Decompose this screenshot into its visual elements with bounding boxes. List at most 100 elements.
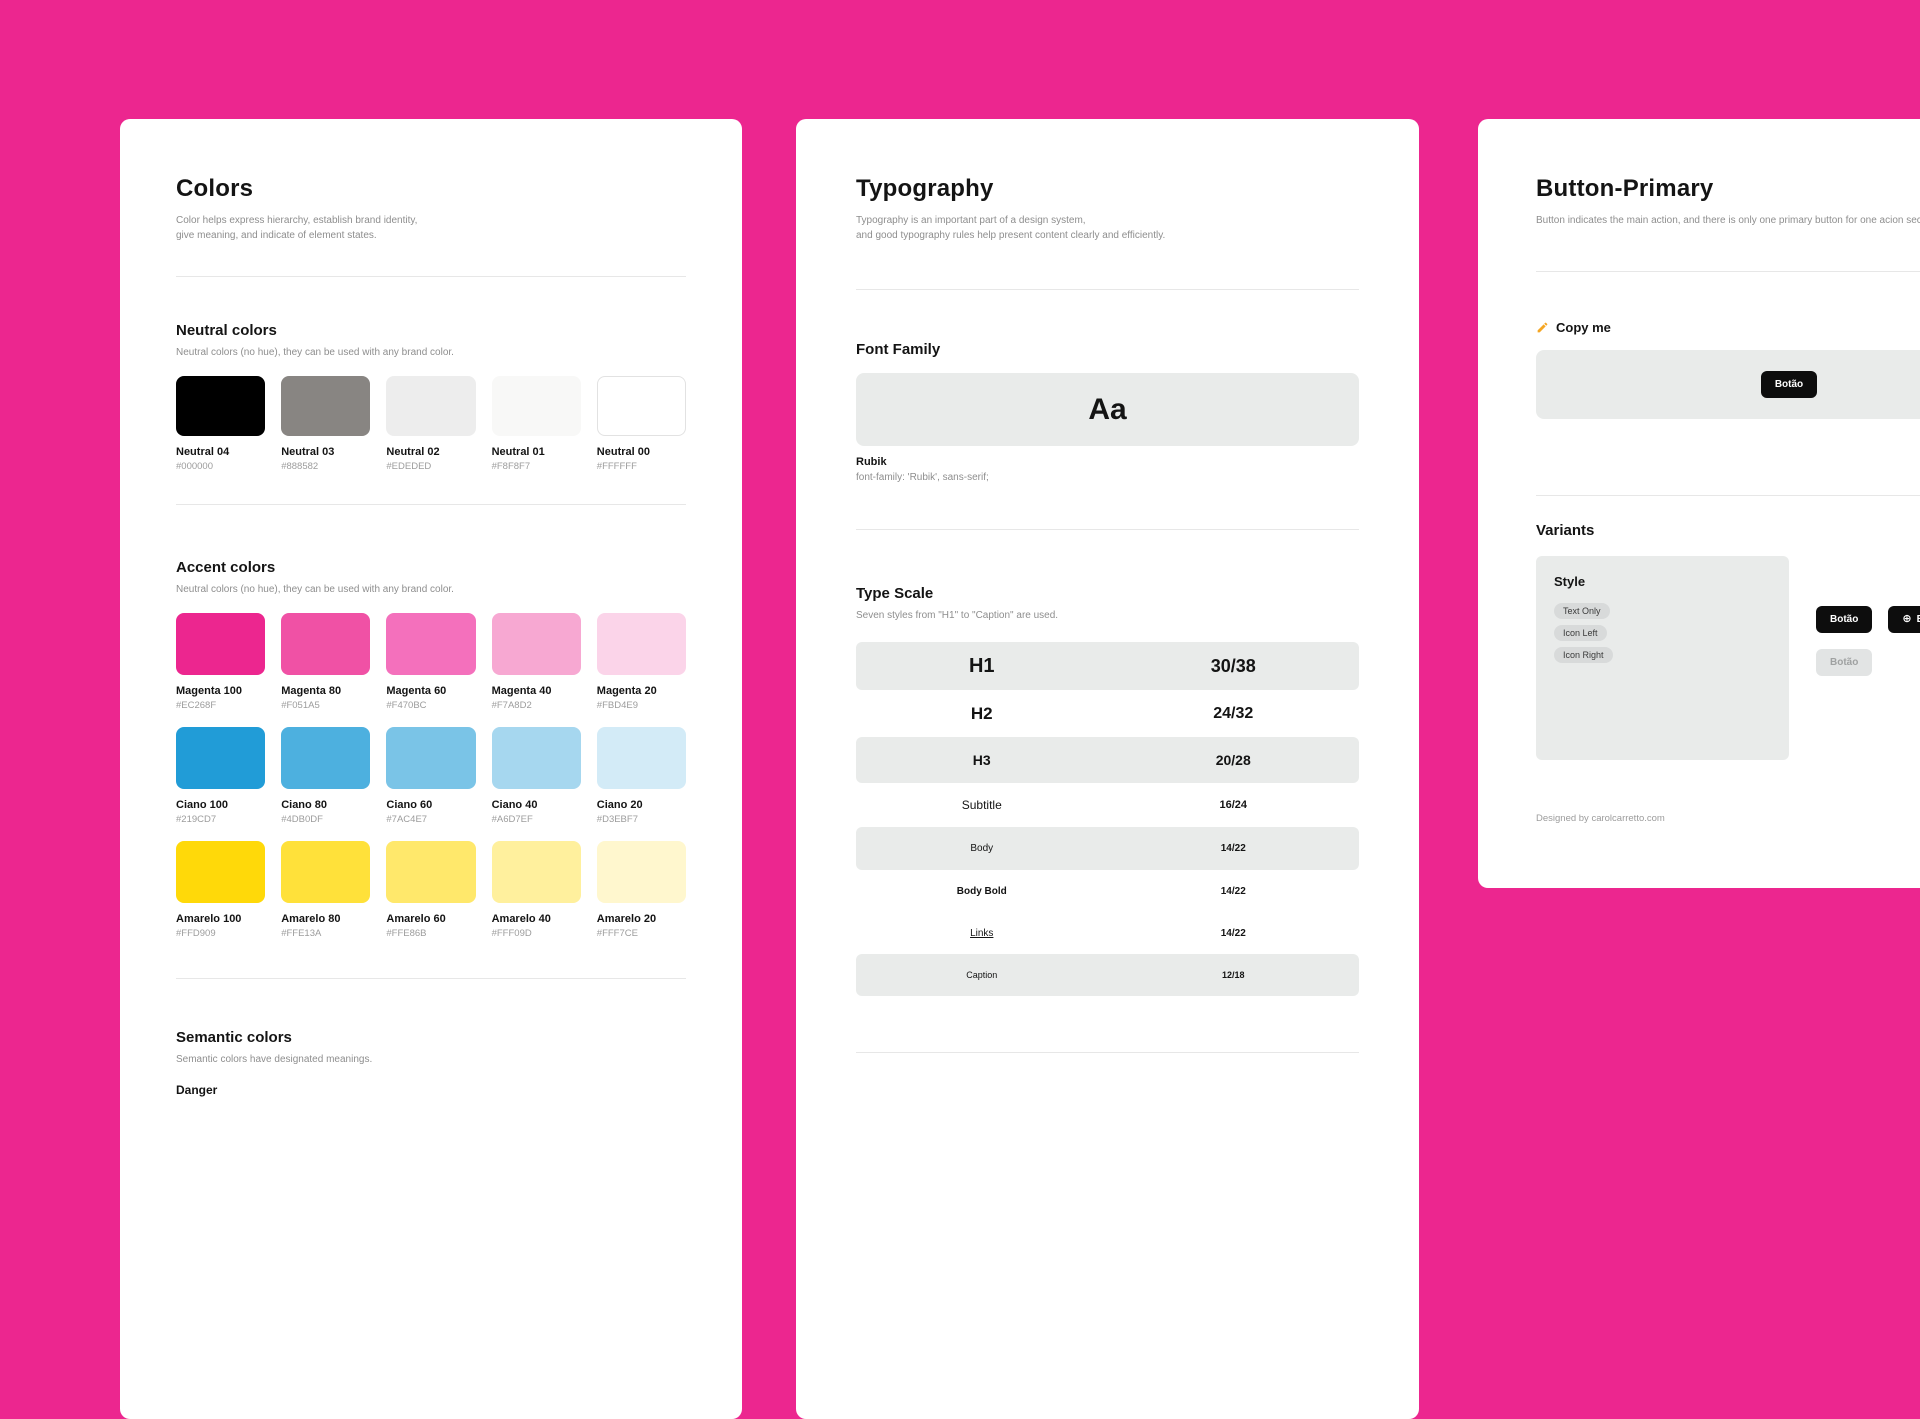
type-style-name: H3: [972, 752, 991, 768]
style-panel-title: Style: [1554, 574, 1586, 589]
divider: [856, 1052, 1359, 1053]
color-name: Neutral 04: [176, 446, 230, 458]
swatch-ciano-80: Ciano 80 #4DB0DF: [281, 727, 371, 825]
neutral-colors-description: Neutral colors (no hue), they can be use…: [176, 347, 454, 358]
variant-button-icon-left[interactable]: ⊕ Botão: [1888, 606, 1920, 633]
color-name: Ciano 40: [491, 799, 538, 811]
color-chip: [491, 841, 581, 903]
designer-credit: Designed by carolcarretto.com: [1536, 813, 1665, 824]
font-family-title: Font Family: [856, 341, 941, 358]
button-card-description: Button indicates the main action, and th…: [1536, 215, 1920, 226]
color-hex: #FFE86B: [386, 928, 427, 939]
color-hex: #F8F8F7: [491, 461, 531, 472]
type-style-size: 14/22: [1220, 927, 1246, 939]
color-hex: #FFD909: [176, 928, 216, 939]
type-scale-row-body-bold: Body Bold 14/22: [856, 870, 1359, 912]
color-hex: #EC268F: [176, 700, 217, 711]
type-style-name: Subtitle: [961, 798, 1002, 812]
color-chip: [596, 727, 686, 789]
color-name: Magenta 100: [176, 685, 243, 697]
divider: [176, 276, 686, 277]
button-card-title: Button-Primary: [1536, 175, 1714, 202]
typography-card: Typography Typography is an important pa…: [796, 119, 1419, 1419]
variant-button-icon-left-label: Botão: [1917, 614, 1920, 625]
colors-card-description-line1: Color helps express hierarchy, establish…: [176, 215, 418, 226]
color-hex: #FFE13A: [281, 928, 322, 939]
swatch-neutral-02: Neutral 02 #EDEDED: [386, 376, 476, 472]
accent-colors-description: Neutral colors (no hue), they can be use…: [176, 584, 454, 595]
color-chip: [281, 613, 371, 675]
swatch-amarelo-100: Amarelo 100 #FFD909: [176, 841, 266, 939]
color-hex: #F051A5: [281, 700, 320, 711]
color-name: Amarelo 80: [281, 913, 341, 925]
color-hex: #219CD7: [176, 814, 217, 825]
type-scale-table: H1 30/38 H2 24/32 H3 20/28 Subtitle 16/2…: [856, 642, 1359, 996]
swatch-amarelo-20: Amarelo 20 #FFF7CE: [596, 841, 686, 939]
type-scale-row-subtitle: Subtitle 16/24: [856, 783, 1359, 827]
color-chip: [491, 727, 581, 789]
color-chip: [176, 613, 266, 675]
accent-colors-section: Accent colors Neutral colors (no hue), t…: [176, 559, 686, 939]
type-scale-description: Seven styles from "H1" to "Caption" are …: [856, 610, 1059, 621]
color-chip: [386, 727, 476, 789]
variants-title: Variants: [1536, 522, 1595, 539]
color-name: Magenta 60: [386, 685, 447, 697]
type-scale-row-h1: H1 30/38: [856, 642, 1359, 690]
swatch-neutral-03: Neutral 03 #888582: [281, 376, 371, 472]
variant-demo-row-2: Botão: [1816, 649, 1920, 676]
color-name: Amarelo 40: [491, 913, 551, 925]
swatch-neutral-00: Neutral 00 #FFFFFF: [596, 376, 686, 472]
type-style-size: 12/18: [1221, 970, 1245, 980]
type-style-size: 14/22: [1220, 885, 1246, 897]
swatch-neutral-04: Neutral 04 #000000: [176, 376, 266, 472]
typography-card-description-line1: Typography is an important part of a des…: [856, 215, 1086, 226]
colors-card-title: Colors: [176, 175, 254, 202]
pencil-icon: [1536, 321, 1549, 334]
divider: [856, 289, 1359, 290]
type-scale-row-links: Links 14/22: [856, 912, 1359, 954]
plus-circle-icon: ⊕: [1902, 613, 1912, 625]
type-style-size: 20/28: [1215, 752, 1251, 768]
tag-icon-right: Icon Right: [1554, 647, 1613, 663]
color-name: Ciano 80: [281, 799, 328, 811]
swatch-amarelo-40: Amarelo 40 #FFF09D: [491, 841, 581, 939]
swatch-magenta-20: Magenta 20 #FBD4E9: [596, 613, 686, 711]
color-hex: #FFF7CE: [596, 928, 638, 939]
primary-button-demo[interactable]: Botão: [1760, 371, 1818, 398]
color-chip: [386, 841, 476, 903]
font-family-section: Font Family Aa Rubik font-family: 'Rubik…: [856, 341, 1359, 483]
tag-icon-left: Icon Left: [1554, 625, 1607, 641]
type-style-size: 24/32: [1213, 704, 1254, 722]
color-hex: #7AC4E7: [386, 814, 428, 825]
button-primary-card: Button-Primary Button indicates the main…: [1478, 119, 1920, 888]
color-chip: [281, 841, 371, 903]
color-hex: #EDEDED: [386, 461, 432, 472]
color-hex: #F470BC: [386, 700, 427, 711]
swatch-ciano-20: Ciano 20 #D3EBF7: [596, 727, 686, 825]
type-style-name: Caption: [966, 970, 998, 980]
accent-colors-title: Accent colors: [176, 559, 276, 576]
font-specimen-box: Aa: [856, 373, 1359, 446]
copy-me-title: Copy me: [1556, 320, 1611, 335]
variant-button-disabled[interactable]: Botão: [1816, 649, 1873, 676]
color-name: Magenta 20: [596, 685, 657, 697]
variant-button-text-only[interactable]: Botão: [1816, 606, 1873, 633]
color-name: Neutral 01: [491, 446, 545, 458]
variant-demo-row-1: Botão ⊕ Botão: [1816, 606, 1920, 633]
divider: [1536, 271, 1920, 272]
color-chip: [281, 727, 371, 789]
swatch-ciano-60: Ciano 60 #7AC4E7: [386, 727, 476, 825]
swatch-amarelo-60: Amarelo 60 #FFE86B: [386, 841, 476, 939]
color-name: Amarelo 60: [386, 913, 446, 925]
color-hex: #FFFFFF: [596, 461, 637, 472]
color-chip: [386, 613, 476, 675]
color-chip: [281, 376, 371, 436]
color-chip: [596, 613, 686, 675]
typography-card-description-line2: and good typography rules help present c…: [856, 230, 1166, 241]
color-hex: #D3EBF7: [596, 814, 638, 825]
divider: [1536, 495, 1920, 496]
colors-card: Colors Color helps express hierarchy, es…: [120, 119, 742, 1419]
color-name: Ciano 60: [386, 799, 433, 811]
color-chip: [491, 376, 581, 436]
color-hex: #F7A8D2: [491, 700, 532, 711]
